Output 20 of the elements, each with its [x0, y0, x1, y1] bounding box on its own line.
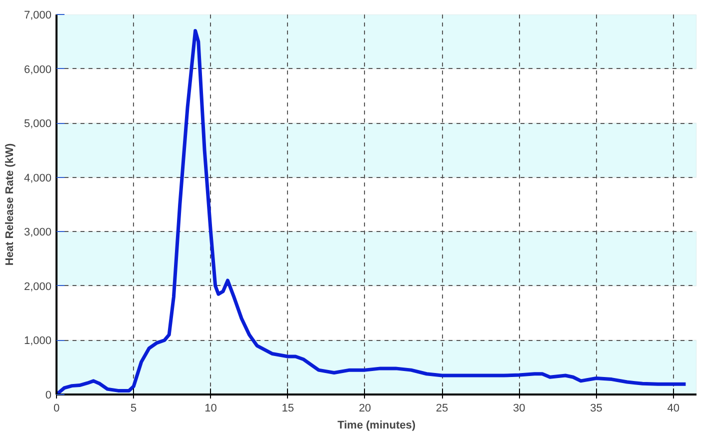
y-tick-label: 6,000 [24, 64, 52, 76]
x-tick-label: 35 [590, 402, 602, 414]
x-tick-label: 15 [282, 402, 294, 414]
x-tick-label: 40 [667, 402, 680, 414]
y-tick-label: 5,000 [24, 118, 52, 130]
x-tick-label: 25 [436, 402, 448, 414]
y-tick-label: 4,000 [24, 172, 52, 184]
x-tick-label: 5 [130, 402, 137, 414]
x-tick-label: 20 [358, 402, 372, 414]
y-tick-label: 1,000 [24, 335, 52, 348]
y-tick-label: 3,000 [24, 226, 52, 239]
line-series [56, 29, 688, 394]
x-tick-label: 30 [513, 402, 526, 414]
x-axis-title: Time (minutes) [337, 420, 416, 432]
y-tick-label: 0 [45, 390, 52, 402]
y-tick-label: 2,000 [24, 280, 52, 293]
y-axis-title: Heat Release Rate (kW) [4, 143, 16, 266]
x-tick-label: 0 [53, 402, 60, 414]
x-tick-label: 10 [204, 402, 217, 414]
y-tick-label: 7,000 [24, 10, 52, 22]
